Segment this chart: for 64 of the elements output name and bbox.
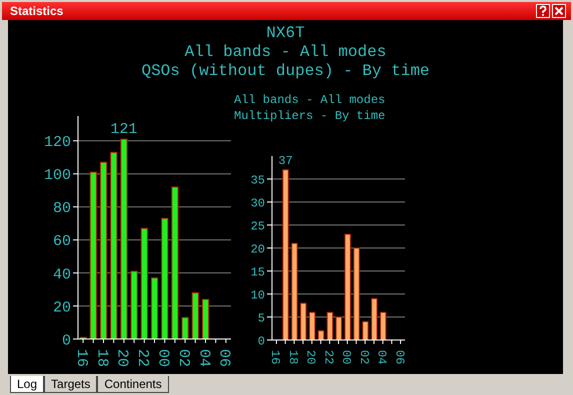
bar [140,228,148,339]
bar [291,242,298,340]
y-tick-label: 20 [250,242,265,256]
bar [326,312,334,340]
y-tick-label: 0 [62,332,71,350]
y-tick-label: 60 [52,233,71,250]
text: Statistics [2,2,571,20]
bar [344,234,351,340]
bar [300,302,307,340]
y-tick-label: 25 [250,219,265,234]
x-tick-label: 04 [195,349,212,368]
x-tick-label: 16 [268,350,282,364]
x-tick-label: 04 [374,350,389,364]
bar [130,270,138,339]
x-tick-label: 00 [339,350,354,364]
x-tick-label: 20 [304,350,318,364]
x-tick-label: 16 [72,349,90,368]
chart-title: All bands - All modes Multipliers - By time [234,92,386,124]
x-tick-label: 06 [392,350,406,364]
y-tick-label: 100 [44,167,71,184]
bar [110,152,118,339]
x-tick-label: 22 [321,350,336,364]
bar [282,169,289,340]
bar [362,321,369,340]
x-tick-label: 18 [93,349,110,368]
x-tick-label: 18 [286,350,300,364]
bar [380,312,386,340]
data-label: 121 [110,121,138,138]
y-tick-label: 30 [250,196,265,210]
y-tick-label: 0 [258,334,265,348]
x-tick-label: 06 [216,349,233,368]
bar [308,312,316,340]
text: Targets [44,376,98,393]
bar [161,218,168,339]
y-tick-label: 10 [250,288,265,302]
bar [353,248,360,340]
text: Continents [97,376,169,393]
text: Log [10,376,44,393]
text: NX6T [265,24,306,43]
y-tick-label: 20 [52,299,71,316]
text: All bands - All modes QSOs (without dupes) - By time [140,43,431,81]
bar [100,162,108,339]
bar [182,317,189,339]
bar [318,330,324,340]
y-tick-label: 80 [52,200,71,218]
bar [371,298,378,340]
bar [202,298,210,339]
bar [150,277,158,339]
y-tick-label: 35 [250,173,265,188]
x-tick-label: 02 [356,350,371,364]
x-tick-label: 00 [154,349,172,368]
y-tick-label: 120 [44,134,71,152]
bar [192,292,199,339]
bar [336,316,342,340]
data-label: 37 [278,154,293,168]
bar [171,186,179,339]
bar [120,138,128,339]
bar [90,172,97,339]
x-tick-label: 02 [174,349,192,368]
y-tick-label: 5 [258,311,265,326]
x-tick-label: 20 [114,349,131,368]
y-tick-label: 40 [52,266,71,284]
x-tick-label: 22 [134,349,152,368]
y-tick-label: 15 [250,265,265,280]
